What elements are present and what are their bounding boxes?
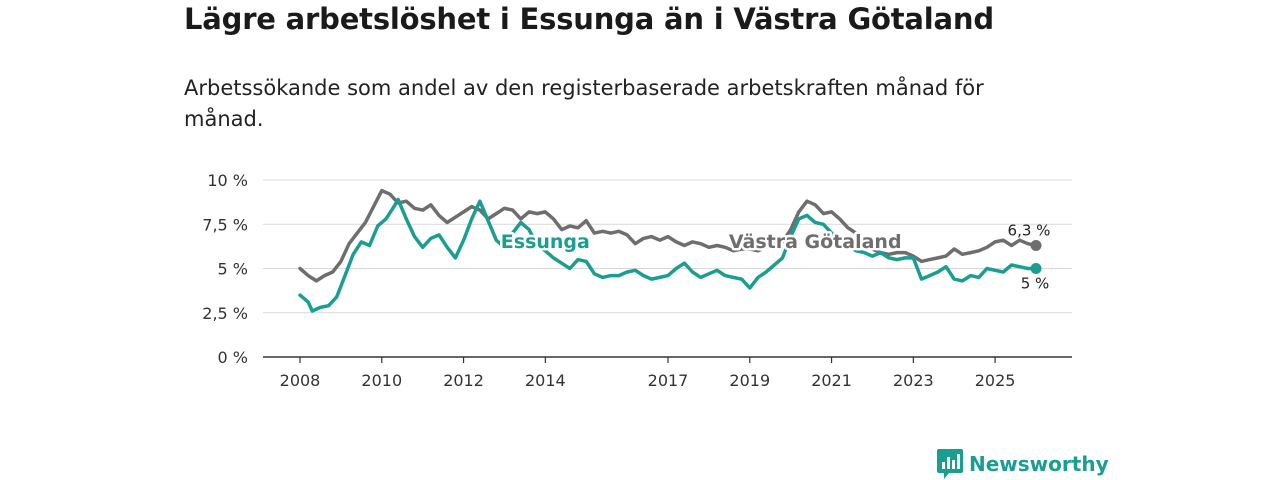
- newsworthy-logo-text: Newsworthy: [969, 452, 1109, 476]
- gridlines: [263, 179, 1072, 358]
- x-tick-label: 2019: [729, 371, 770, 390]
- series-name-label: Essunga: [501, 231, 590, 253]
- x-tick-label: 2025: [975, 371, 1016, 390]
- series-line-västra-götaland: [298, 188, 1038, 283]
- x-tick-label: 2021: [811, 371, 852, 390]
- x-tick-label: 2014: [525, 371, 566, 390]
- y-tick-label: 0 %: [218, 348, 248, 367]
- chart-subtitle: Arbetssökande som andel av den registerb…: [184, 76, 984, 131]
- series-end-label: 5 %: [1021, 275, 1050, 293]
- chart-title: Lägre arbetslöshet i Essunga än i Västra…: [184, 2, 994, 36]
- newsworthy-logo: Newsworthy: [937, 449, 1109, 479]
- x-tick-label: 2017: [648, 371, 689, 390]
- y-tick-label: 5 %: [218, 260, 248, 279]
- series-lines: [298, 188, 1042, 313]
- line-chart: 0 % 2,5 % 5 % 7,5 % 10 % 2008 2010 2012 2014 201…: [202, 171, 1072, 390]
- series-end-label: 6,3 %: [1008, 221, 1051, 239]
- x-tick-label: 2023: [893, 371, 934, 390]
- y-tick-label: 7,5 %: [202, 215, 248, 234]
- y-axis-ticks: 0 % 2,5 % 5 % 7,5 % 10 %: [202, 171, 248, 367]
- y-tick-label: 10 %: [207, 171, 248, 190]
- series-line-essunga: [298, 197, 1038, 313]
- newsworthy-logo-icon: [937, 449, 963, 479]
- x-tick-label: 2010: [361, 371, 402, 390]
- x-tick-label: 2008: [280, 371, 321, 390]
- series-end-dot-essunga: [1030, 263, 1042, 274]
- series-end-dot-västra-götaland: [1030, 239, 1042, 251]
- series-annotations: 6,3 % 5 % Essunga Västra Götaland: [498, 221, 1051, 293]
- x-tick-label: 2012: [443, 371, 484, 390]
- x-axis-ticks: 2008 2010 2012 2014 2017 2019 2021 2023 2025: [280, 357, 1016, 390]
- series-name-label: Västra Götaland: [729, 231, 902, 253]
- y-tick-label: 2,5 %: [202, 304, 248, 323]
